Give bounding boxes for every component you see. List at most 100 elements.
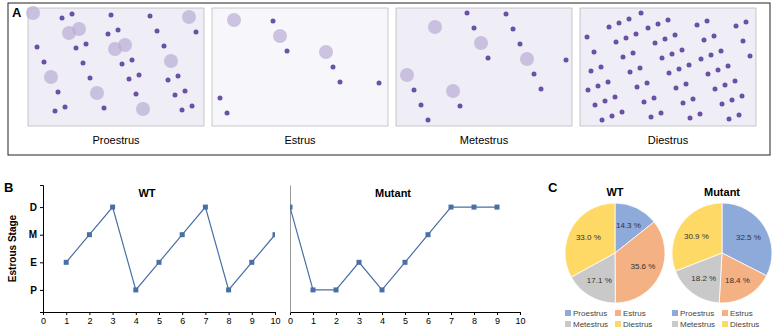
x-tick-label: 6: [426, 316, 431, 326]
x-tick-mark: [252, 312, 253, 315]
x-tick-label: 8: [227, 316, 232, 326]
cell: [446, 84, 460, 98]
panel-frame: [8, 3, 770, 155]
chart-title: Mutant: [375, 187, 411, 199]
cell: [748, 54, 753, 59]
cell: [419, 103, 424, 108]
cell: [624, 36, 629, 41]
cell: [589, 69, 594, 74]
cell: [666, 18, 671, 23]
cell: [733, 79, 738, 84]
cell: [688, 116, 693, 121]
cell: [134, 92, 139, 97]
point-marker: [495, 205, 500, 210]
cell: [713, 87, 718, 92]
micrograph: [26, 6, 204, 126]
cell: [136, 102, 150, 116]
cell: [719, 49, 724, 54]
x-tick-mark: [275, 312, 276, 315]
x-tick: 3: [111, 312, 116, 326]
cell: [400, 68, 414, 82]
cell: [659, 111, 664, 116]
cell: [81, 61, 86, 66]
cell: [63, 105, 68, 110]
data-label: 18.2 %: [691, 274, 716, 283]
legend-label: Proestrus: [573, 309, 607, 318]
x-tick-label: 9: [495, 316, 500, 326]
point-marker: [157, 260, 162, 265]
cell: [674, 86, 679, 91]
legend: ProestrusEstrusMetestrusDiestrus: [565, 309, 652, 329]
cell: [652, 96, 657, 101]
x-tick: 7: [449, 312, 454, 326]
x-tick: 6: [426, 312, 431, 326]
cell: [702, 38, 707, 43]
chart-title: WT: [606, 186, 623, 198]
x-tick: 5: [403, 312, 408, 326]
micrograph: [580, 8, 756, 126]
micrograph: [396, 8, 572, 126]
x-axis-line: [291, 313, 521, 316]
x-tick-mark: [451, 312, 452, 315]
point-marker: [380, 287, 385, 292]
cell: [628, 70, 633, 75]
cell: [634, 32, 639, 37]
y-tick-label: D: [30, 202, 37, 213]
x-tick: 7: [203, 312, 208, 326]
x-tick: 10: [270, 312, 280, 326]
cell: [180, 108, 185, 113]
cell: [617, 21, 622, 26]
cell: [684, 82, 689, 87]
micrograph-background: [28, 8, 204, 126]
cell: [663, 37, 668, 42]
cell: [737, 113, 742, 118]
x-tick-mark: [428, 312, 429, 315]
cell: [646, 26, 651, 31]
cell: [173, 93, 178, 98]
x-tick-label: 10: [515, 316, 525, 326]
x-tick: 1: [64, 312, 69, 326]
micrograph-label: Proestrus: [92, 134, 140, 146]
x-tick-mark: [66, 312, 67, 315]
point-marker: [273, 232, 276, 237]
data-label: 33.0 %: [576, 233, 601, 242]
x-tick: 4: [134, 312, 139, 326]
cell: [649, 115, 654, 120]
x-tick-label: 10: [270, 316, 280, 326]
cell: [70, 12, 75, 17]
cell: [190, 104, 195, 109]
cell: [56, 90, 61, 95]
point-marker: [180, 232, 185, 237]
x-tick: 5: [157, 312, 162, 326]
legend-label: Proestrus: [680, 309, 714, 318]
x-tick-label: 0: [41, 316, 46, 326]
x-tick: 6: [180, 312, 185, 326]
line-chart: 012345678910: [288, 186, 526, 327]
x-tick-mark: [229, 312, 230, 315]
cell: [120, 62, 125, 67]
cell: [705, 19, 710, 24]
y-tick-label: E: [30, 257, 37, 268]
cell: [606, 80, 611, 85]
cell: [687, 63, 692, 68]
cell: [504, 12, 509, 17]
cell: [740, 94, 745, 99]
x-tick-label: 9: [250, 316, 255, 326]
legend-swatch: [672, 310, 678, 316]
x-tick: 10: [515, 312, 525, 326]
point-marker: [249, 260, 254, 265]
x-tick: 8: [227, 312, 232, 326]
point-marker: [226, 287, 231, 292]
pie-slice: [672, 203, 722, 271]
cell: [695, 23, 700, 28]
cell: [88, 76, 93, 81]
micrograph-background: [212, 8, 388, 126]
cell: [635, 85, 640, 90]
cell: [116, 28, 121, 33]
cell: [164, 54, 178, 68]
x-tick-label: 0: [288, 316, 293, 326]
x-axis: 012345678910: [288, 312, 526, 326]
y-tick: D: [30, 202, 43, 213]
cell: [472, 26, 477, 31]
cell: [465, 11, 470, 16]
